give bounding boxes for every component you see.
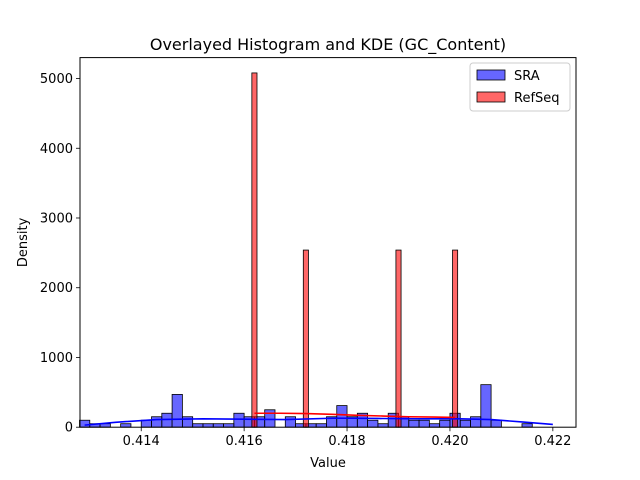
bar-refseq-1 bbox=[302, 249, 309, 428]
bar-sra-16 bbox=[264, 409, 276, 428]
kde-line-refseq bbox=[254, 412, 456, 419]
kde-layer bbox=[84, 412, 553, 426]
bar-sra-22 bbox=[336, 405, 348, 428]
bar-sra-5 bbox=[151, 416, 163, 428]
bar-sra-11 bbox=[212, 423, 224, 428]
legend-swatch-sra bbox=[476, 69, 506, 81]
bar-refseq-2 bbox=[395, 249, 402, 428]
chart-title: Overlayed Histogram and KDE (GC_Content) bbox=[150, 35, 506, 55]
legend-label-refseq: RefSeq bbox=[514, 91, 560, 106]
bar-sra-36 bbox=[480, 384, 492, 428]
y-tick-label: 0 bbox=[65, 421, 73, 436]
bar-sra-37 bbox=[490, 419, 502, 428]
x-tick-label: 0.422 bbox=[534, 434, 571, 449]
bar-sra-31 bbox=[428, 423, 441, 428]
bar-sra-12 bbox=[223, 423, 235, 428]
bar-sra-30 bbox=[418, 419, 430, 428]
x-axis-label: Value bbox=[310, 456, 346, 471]
x-tick-label: 0.414 bbox=[123, 434, 160, 449]
x-tick-label: 0.420 bbox=[431, 434, 468, 449]
kde-line-sra bbox=[84, 417, 553, 426]
legend-swatch-refseq bbox=[476, 91, 506, 103]
y-ticks: 0 1000 2000 3000 4000 5000 bbox=[40, 72, 80, 436]
y-tick-label: 2000 bbox=[40, 281, 73, 296]
plot-frame bbox=[79, 57, 577, 428]
legend: SRA RefSeq bbox=[469, 62, 571, 112]
bar-sra-38 bbox=[521, 423, 533, 428]
bar-sra-17 bbox=[284, 416, 296, 428]
bar-sra-20 bbox=[315, 423, 327, 428]
bar-sra-7 bbox=[171, 394, 183, 428]
bar-sra-0 bbox=[79, 419, 91, 428]
y-tick-label: 4000 bbox=[40, 142, 73, 157]
bar-sra-3 bbox=[120, 423, 132, 428]
y-tick-label: 1000 bbox=[40, 351, 73, 366]
bar-sra-32 bbox=[439, 419, 451, 428]
x-ticks: 0.414 0.416 0.418 0.420 0.422 bbox=[123, 427, 571, 449]
y-tick-label: 5000 bbox=[40, 72, 73, 87]
bar-refseq-0 bbox=[251, 72, 258, 428]
legend-label-sra: SRA bbox=[514, 69, 540, 84]
bar-sra-34 bbox=[459, 419, 471, 428]
bar-sra-29 bbox=[408, 419, 420, 428]
bar-sra-4 bbox=[140, 419, 152, 428]
bar-sra-9 bbox=[192, 423, 204, 428]
y-tick-label: 3000 bbox=[40, 211, 73, 226]
bar-refseq-3 bbox=[452, 249, 459, 428]
x-tick-label: 0.416 bbox=[226, 434, 263, 449]
bar-sra-13 bbox=[233, 412, 245, 428]
x-tick-label: 0.418 bbox=[328, 434, 365, 449]
bar-sra-10 bbox=[202, 423, 214, 428]
y-axis-label: Density bbox=[16, 217, 31, 267]
bar-sra-25 bbox=[367, 419, 379, 428]
bar-sra-26 bbox=[377, 423, 389, 428]
